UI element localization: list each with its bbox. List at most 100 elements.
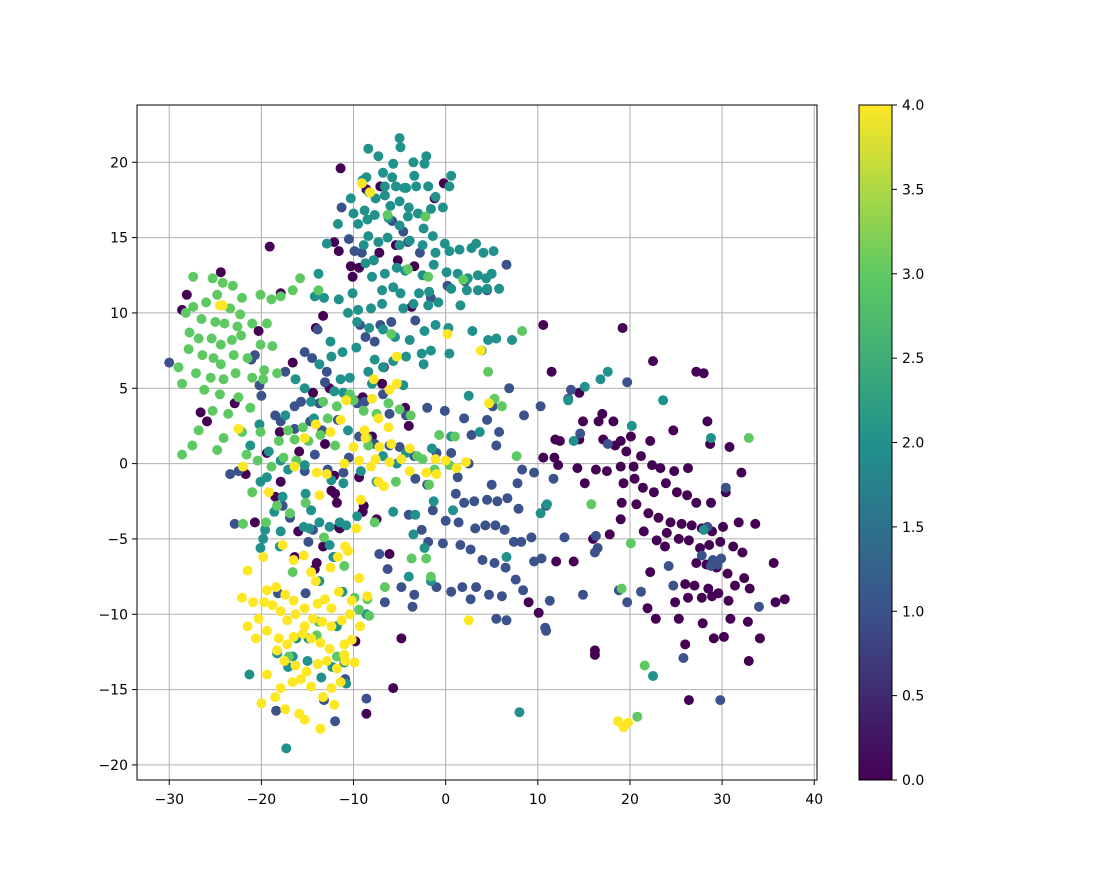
data-point	[363, 231, 374, 242]
data-point	[382, 232, 393, 243]
data-point	[421, 553, 432, 564]
plot-background	[137, 105, 817, 780]
data-point	[188, 271, 199, 282]
colorbar: 0.0 0.5 1.0 1.5 2.0 2.5 3.0 3.5 4.0	[858, 98, 924, 789]
data-point	[236, 330, 247, 341]
data-point	[349, 657, 360, 668]
data-point	[423, 300, 434, 311]
data-point	[311, 558, 322, 568]
data-point	[504, 383, 515, 394]
data-point	[255, 289, 266, 300]
data-point	[586, 499, 597, 510]
data-point	[578, 589, 588, 600]
data-point	[446, 448, 457, 458]
data-point	[403, 420, 414, 431]
data-point	[743, 656, 754, 666]
data-point	[689, 580, 700, 591]
data-point	[205, 372, 216, 383]
data-point	[306, 505, 317, 516]
data-point	[218, 433, 229, 443]
data-points	[164, 133, 790, 754]
data-point	[618, 478, 629, 489]
data-point	[638, 526, 649, 537]
data-point	[363, 143, 374, 154]
data-point	[344, 609, 355, 620]
data-point	[217, 277, 228, 288]
data-point	[602, 439, 613, 449]
data-point	[523, 597, 534, 608]
data-point	[417, 240, 428, 251]
data-point	[651, 535, 662, 546]
data-point	[307, 353, 318, 364]
data-point	[648, 671, 658, 681]
data-point	[242, 353, 253, 364]
data-point	[358, 405, 369, 416]
data-point	[440, 515, 451, 526]
data-point	[341, 520, 352, 531]
data-point	[329, 386, 340, 397]
data-point	[622, 597, 633, 608]
data-point	[315, 637, 326, 648]
data-point	[388, 506, 399, 517]
data-point	[715, 536, 726, 547]
data-point	[215, 339, 226, 350]
data-point	[621, 446, 632, 457]
data-point	[622, 377, 633, 388]
data-point	[452, 472, 463, 483]
data-point	[394, 220, 405, 231]
data-point	[730, 580, 740, 591]
data-point	[551, 556, 562, 567]
data-point	[275, 606, 286, 617]
data-point	[360, 433, 371, 443]
data-point	[287, 567, 298, 578]
data-point	[207, 273, 218, 284]
data-point	[245, 440, 256, 451]
data-point	[669, 466, 680, 477]
data-point	[395, 142, 406, 153]
data-point	[491, 333, 502, 344]
data-point	[466, 430, 477, 440]
data-point	[691, 366, 702, 377]
data-point	[643, 508, 654, 519]
data-point	[424, 479, 435, 490]
data-point	[404, 235, 415, 246]
data-point	[250, 633, 261, 644]
data-point	[725, 613, 736, 624]
data-point	[242, 565, 253, 576]
data-point	[282, 615, 293, 626]
data-point	[722, 568, 733, 579]
data-point	[610, 440, 621, 451]
data-point	[331, 497, 342, 508]
x-axis-ticks: −30 −20 −10 0 10 20 30 40	[154, 780, 823, 808]
data-point	[233, 423, 244, 434]
data-point	[391, 262, 402, 273]
plot-frame	[136, 104, 818, 781]
data-point	[337, 347, 348, 358]
data-point	[486, 479, 497, 490]
data-point	[345, 193, 356, 204]
data-point	[529, 467, 540, 478]
data-point	[442, 329, 453, 339]
data-point	[403, 571, 414, 582]
data-point	[430, 320, 441, 330]
data-point	[335, 374, 346, 385]
data-point	[494, 283, 505, 294]
data-point	[779, 594, 790, 605]
data-point	[312, 324, 323, 335]
data-point	[457, 582, 468, 593]
data-point	[317, 616, 328, 627]
data-point	[333, 246, 344, 257]
data-point	[733, 517, 744, 528]
data-point	[384, 408, 395, 419]
data-point	[196, 314, 207, 324]
data-point	[446, 283, 457, 294]
data-point	[399, 182, 410, 193]
data-point	[661, 527, 672, 538]
data-point	[496, 591, 507, 602]
data-point	[229, 518, 240, 529]
data-point	[270, 692, 281, 703]
x-tick-label: 30	[713, 792, 731, 808]
data-point	[353, 304, 364, 315]
data-point	[318, 692, 329, 703]
data-point	[648, 356, 658, 367]
